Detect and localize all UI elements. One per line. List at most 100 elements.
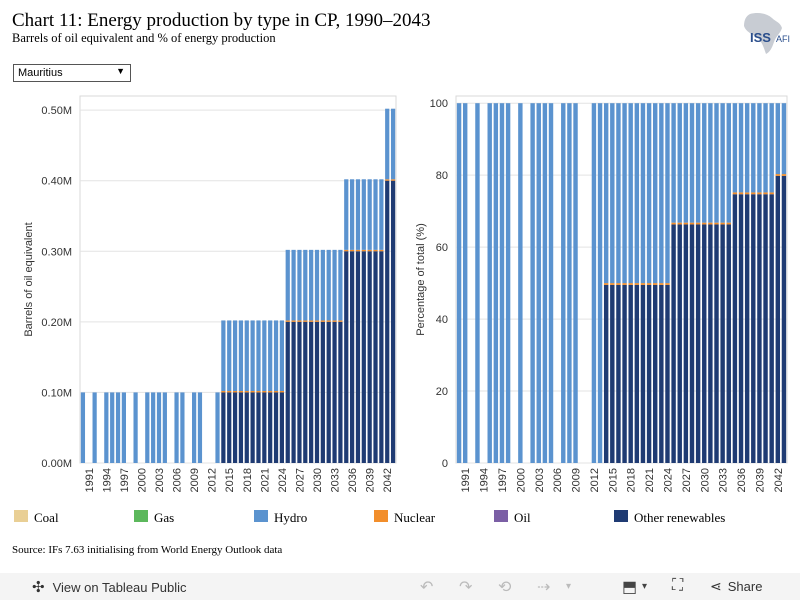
bar-nuclear: [695, 222, 701, 225]
legend-label: Hydro: [274, 510, 308, 525]
bar-nuclear: [361, 249, 366, 252]
bar-nuclear: [726, 222, 731, 225]
bar-nuclear: [291, 320, 296, 322]
bar-other-renewables: [738, 194, 744, 463]
download-icon[interactable]: ⬒: [622, 579, 638, 596]
plot-frame: [79, 95, 397, 464]
bar-nuclear: [622, 283, 627, 285]
bar-nuclear: [297, 320, 302, 322]
undo-icon[interactable]: ↶: [420, 579, 434, 596]
bar-hydro: [628, 103, 633, 284]
refresh-icon[interactable]: ⇢: [537, 579, 551, 596]
bar-hydro: [162, 392, 167, 463]
bar-hydro: [487, 103, 492, 463]
bar-other-renewables: [285, 321, 290, 463]
bar-other-renewables: [646, 284, 652, 463]
source-note: Source: IFs 7.63 initialising from World…: [12, 544, 283, 556]
x-tick-label: 2030: [699, 468, 711, 492]
x-tick-label: 2009: [189, 468, 201, 492]
y-tick-label: 0.20M: [41, 317, 72, 329]
bar-other-renewables: [309, 321, 314, 463]
bar-hydro: [238, 320, 244, 392]
x-tick-label: 2003: [154, 468, 166, 492]
bar-other-renewables: [297, 321, 302, 463]
bar-nuclear: [303, 320, 308, 322]
bar-hydro: [291, 249, 296, 321]
chart-subtitle: Barrels of oil equivalent and % of energ…: [12, 31, 276, 45]
bar-other-renewables: [361, 251, 366, 463]
x-tick-label: 2021: [259, 468, 271, 492]
bar-hydro: [769, 103, 774, 193]
bar-nuclear: [763, 192, 768, 195]
redo-icon[interactable]: ↷: [459, 579, 473, 596]
bar-hydro: [653, 103, 658, 284]
x-tick-label: 1994: [479, 468, 491, 492]
bar-hydro: [573, 103, 578, 463]
bar-hydro: [373, 179, 378, 250]
legend-swatch: [614, 510, 628, 522]
country-dropdown[interactable]: Mauritius ▼: [13, 64, 131, 82]
legend-item[interactable]: Oil: [494, 510, 531, 526]
bar-hydro: [174, 392, 179, 463]
x-tick-label: 2027: [681, 468, 693, 492]
bar-other-renewables: [344, 251, 349, 463]
bar-hydro: [518, 103, 523, 463]
bar-other-renewables: [250, 392, 255, 463]
share-icon: ⋖: [710, 578, 722, 594]
legend-item[interactable]: Coal: [14, 510, 59, 526]
pause-dropdown-icon[interactable]: ▾: [566, 581, 572, 592]
share-button[interactable]: ⋖ Share: [710, 578, 762, 595]
bar-hydro: [665, 103, 670, 284]
x-tick-label: 1997: [497, 468, 509, 492]
x-tick-label: 2000: [515, 468, 527, 492]
legend-item[interactable]: Nuclear: [374, 510, 435, 526]
x-tick-label: 1994: [101, 468, 113, 492]
bar-other-renewables: [689, 224, 695, 463]
fullscreen-icon[interactable]: ⛶: [672, 577, 684, 594]
bar-nuclear: [355, 249, 361, 252]
bar-other-renewables: [695, 224, 701, 463]
bar-nuclear: [653, 283, 658, 285]
bar-nuclear: [262, 391, 267, 393]
bar-hydro: [634, 103, 640, 284]
bar-hydro: [92, 392, 97, 463]
bar-hydro: [262, 320, 267, 392]
bar-nuclear: [689, 222, 695, 225]
bar-nuclear: [665, 283, 670, 285]
bar-hydro: [326, 249, 331, 321]
bar-hydro: [536, 103, 541, 463]
iss-africa-logo[interactable]: ISS AFI: [736, 12, 792, 56]
bar-other-renewables: [653, 284, 658, 463]
x-tick-label: 2000: [136, 468, 148, 492]
bar-other-renewables: [757, 194, 762, 463]
bar-nuclear: [646, 283, 652, 285]
download-dropdown-icon[interactable]: ▾: [642, 581, 648, 592]
bar-nuclear: [738, 192, 744, 195]
bar-other-renewables: [256, 392, 261, 463]
bar-other-renewables: [781, 175, 787, 463]
x-tick-label: 2015: [607, 468, 619, 492]
bar-hydro: [708, 103, 713, 223]
bar-other-renewables: [665, 284, 670, 463]
legend-item[interactable]: Hydro: [254, 510, 307, 526]
bar-hydro: [268, 320, 273, 392]
bar-hydro: [499, 103, 505, 463]
bar-nuclear: [603, 283, 609, 285]
x-tick-label: 2003: [534, 468, 546, 492]
bar-hydro: [273, 320, 279, 392]
x-tick-label: 2015: [224, 468, 236, 492]
bar-nuclear: [326, 320, 331, 322]
y-tick-label: 80: [436, 170, 448, 182]
bar-nuclear: [279, 391, 284, 393]
bar-other-renewables: [367, 251, 372, 463]
legend-item[interactable]: Gas: [134, 510, 174, 526]
bar-nuclear: [385, 179, 390, 181]
x-tick-label: 2027: [294, 468, 306, 492]
revert-icon[interactable]: ⟲: [498, 579, 512, 596]
legend-item[interactable]: Other renewables: [614, 510, 725, 526]
share-label: Share: [727, 579, 763, 594]
view-on-tableau-link[interactable]: ✣ View on Tableau Public: [32, 578, 187, 596]
view-on-tableau-label: View on Tableau Public: [52, 579, 187, 595]
bar-nuclear: [616, 283, 621, 285]
bar-nuclear: [232, 391, 238, 393]
